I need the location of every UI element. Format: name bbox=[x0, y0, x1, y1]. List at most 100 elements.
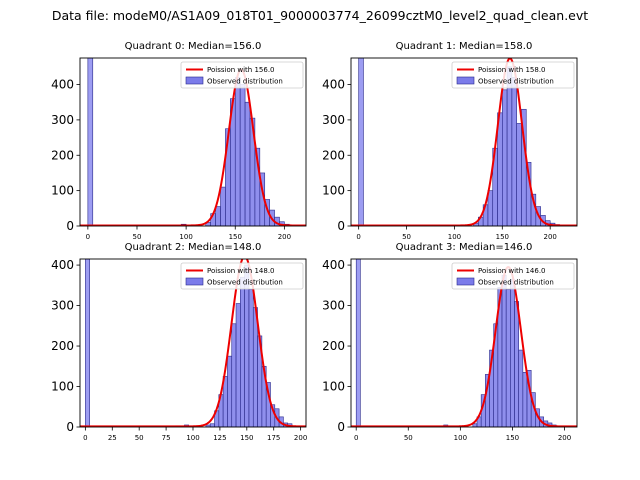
legend: Poission with 148.0 Observed distribution bbox=[180, 262, 304, 290]
legend: Poission with 156.0 Observed distribution bbox=[180, 61, 304, 89]
histogram-bar bbox=[240, 276, 245, 427]
legend: Poission with 146.0 Observed distribution bbox=[451, 262, 575, 290]
x-tick-label: 125 bbox=[213, 434, 226, 442]
panel-title: Quadrant 3: Median=146.0 bbox=[396, 242, 533, 253]
y-tick-label: 100 bbox=[51, 380, 74, 394]
x-tick-label: 25 bbox=[108, 434, 117, 442]
legend-hist-label: Observed distribution bbox=[207, 279, 283, 287]
histogram-bar bbox=[502, 89, 508, 226]
histogram-bar bbox=[215, 206, 221, 226]
histogram-bar bbox=[235, 303, 241, 427]
plot-area bbox=[351, 58, 577, 226]
legend-hist-swatch bbox=[456, 277, 475, 286]
poisson-curve-line bbox=[80, 259, 306, 427]
histogram-bar bbox=[505, 289, 511, 427]
legend-box bbox=[180, 61, 304, 89]
histogram-bar bbox=[244, 101, 251, 226]
figure-title: Data file: modeM0/AS1A09_018T01_90000037… bbox=[52, 8, 588, 23]
y-tick-label: 0 bbox=[337, 219, 345, 233]
legend-hist-swatch bbox=[185, 76, 204, 85]
quadrant-panel-0: Quadrant 0: Median=156.0 0 50 100 150 200 0 100… bbox=[51, 41, 307, 241]
y-tick-label: 100 bbox=[51, 184, 74, 198]
panel-title: Quadrant 0: Median=156.0 bbox=[125, 41, 262, 52]
x-tick-label: 150 bbox=[506, 434, 519, 442]
x-tick-label: 50 bbox=[404, 434, 413, 442]
y-tick-label: 400 bbox=[322, 78, 345, 92]
histogram-bar bbox=[234, 77, 241, 226]
x-tick-label: 50 bbox=[133, 233, 142, 241]
legend-hist-swatch bbox=[456, 76, 475, 85]
x-tick-label: 150 bbox=[496, 233, 509, 241]
x-tick-label: 0 bbox=[356, 233, 360, 241]
legend-hist-label: Observed distribution bbox=[478, 279, 554, 287]
poisson-curve-line bbox=[80, 68, 306, 226]
histogram-bar bbox=[510, 278, 515, 427]
plot-area bbox=[351, 259, 577, 427]
legend-curve-label: Poission with 146.0 bbox=[478, 267, 546, 275]
y-tick-label: 400 bbox=[51, 258, 74, 272]
x-tick-label: 100 bbox=[448, 233, 461, 241]
legend-hist-label: Observed distribution bbox=[207, 78, 283, 86]
y-tick-label: 0 bbox=[66, 219, 74, 233]
x-tick-label: 100 bbox=[454, 434, 467, 442]
legend: Poission with 158.0 Observed distribution bbox=[451, 61, 575, 89]
plot-area bbox=[80, 58, 306, 226]
x-tick-label: 200 bbox=[278, 233, 291, 241]
histogram-bar bbox=[472, 423, 478, 427]
x-tick-label: 200 bbox=[294, 434, 307, 442]
poisson-curve-line bbox=[351, 265, 577, 427]
y-tick-label: 400 bbox=[51, 78, 74, 92]
axes-frame bbox=[350, 258, 578, 428]
histogram-bar bbox=[516, 123, 522, 226]
legend-hist-swatch bbox=[185, 277, 204, 286]
histogram-bar bbox=[227, 355, 233, 427]
y-tick-label: 300 bbox=[322, 113, 345, 127]
histogram-bar bbox=[487, 190, 494, 226]
y-tick-label: 300 bbox=[51, 113, 74, 127]
axes-frame bbox=[79, 57, 307, 227]
y-tick-label: 200 bbox=[51, 148, 74, 162]
x-tick-label: 0 bbox=[86, 233, 90, 241]
x-tick-label: 200 bbox=[543, 233, 556, 241]
histogram-bar bbox=[231, 323, 237, 427]
legend-box bbox=[451, 262, 575, 290]
histogram-bar bbox=[220, 186, 226, 226]
legend-hist-label: Observed distribution bbox=[478, 78, 554, 86]
legend-box bbox=[451, 61, 575, 89]
histogram-bar-zero-spike bbox=[355, 259, 361, 427]
x-tick-label: 200 bbox=[558, 434, 571, 442]
x-tick-label: 75 bbox=[162, 434, 171, 442]
y-tick-label: 300 bbox=[51, 299, 74, 313]
x-tick-label: 100 bbox=[186, 434, 199, 442]
quadrant-panel-1: Quadrant 1: Median=158.0 0 50 100 150 200 0 100… bbox=[322, 41, 578, 241]
y-tick-label: 200 bbox=[322, 339, 345, 353]
panel-title: Quadrant 2: Median=148.0 bbox=[125, 242, 262, 253]
quadrant-panel-3: Quadrant 3: Median=146.0 0 50 100 150 200 0 100… bbox=[322, 242, 578, 442]
x-tick-label: 0 bbox=[83, 434, 87, 442]
axes-frame bbox=[350, 57, 578, 227]
x-tick-label: 175 bbox=[267, 434, 280, 442]
x-tick-label: 50 bbox=[402, 233, 411, 241]
poisson-curve-line bbox=[351, 58, 577, 226]
histogram-bar-zero-spike bbox=[85, 259, 90, 427]
panel-title: Quadrant 1: Median=158.0 bbox=[396, 41, 533, 52]
histogram-bar bbox=[252, 307, 258, 427]
legend-curve-label: Poission with 158.0 bbox=[478, 66, 546, 74]
histogram-bar bbox=[518, 349, 524, 427]
histogram-bar-zero-spike bbox=[358, 58, 364, 226]
histogram-bar bbox=[511, 77, 517, 226]
legend-box bbox=[180, 262, 304, 290]
y-tick-label: 300 bbox=[322, 299, 345, 313]
y-tick-label: 400 bbox=[322, 258, 345, 272]
y-tick-label: 100 bbox=[322, 380, 345, 394]
histogram-bar bbox=[506, 66, 513, 226]
histogram-bar bbox=[248, 289, 254, 427]
x-tick-label: 50 bbox=[135, 434, 144, 442]
y-tick-label: 0 bbox=[337, 420, 345, 434]
quadrant-panel-2: Quadrant 2: Median=148.0 0 25 50 75 100 125 150… bbox=[51, 242, 307, 442]
legend-curve-label: Poission with 156.0 bbox=[207, 66, 275, 74]
histogram-bar bbox=[514, 301, 519, 427]
subplot-grid: Quadrant 0: Median=156.0 0 50 100 150 200 0 100… bbox=[51, 41, 578, 442]
y-tick-label: 100 bbox=[322, 184, 345, 198]
